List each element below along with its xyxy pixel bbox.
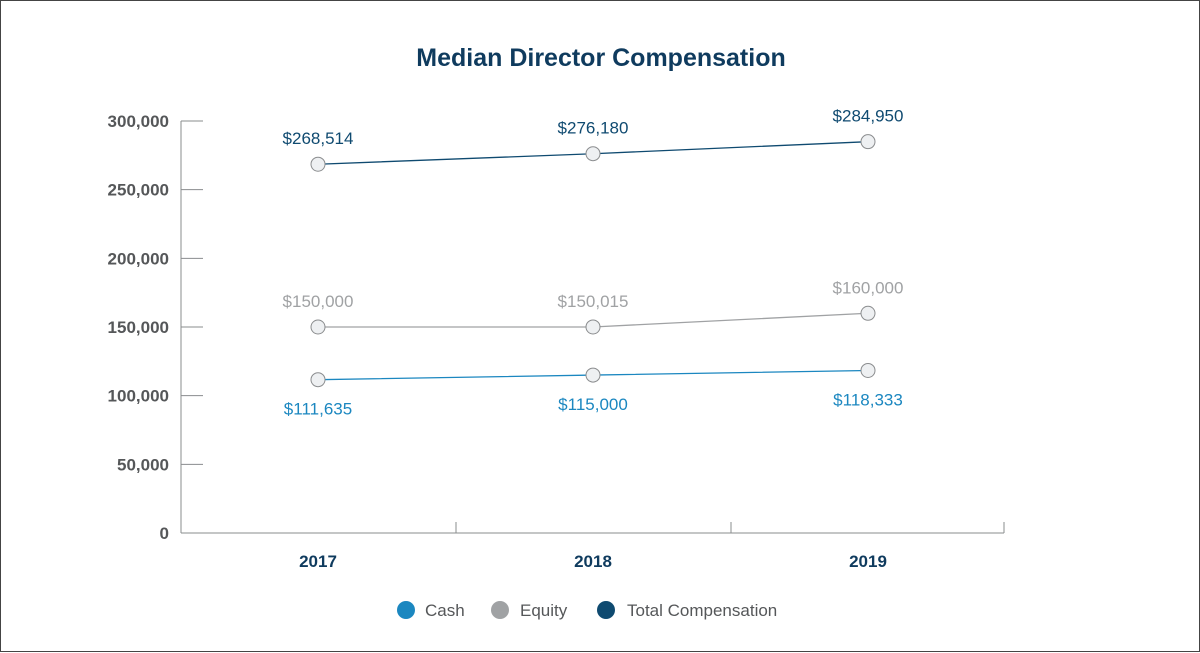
y-tick-label: 150,000 [108,318,169,337]
series-cash: $111,635 $115,000 $118,333 [284,362,903,419]
data-label: $115,000 [558,395,628,414]
x-tick-label: 2018 [574,552,612,571]
data-point [860,362,876,378]
y-tick-label: 50,000 [117,455,169,474]
data-point [585,146,601,162]
legend-marker [491,601,509,619]
data-label: $160,000 [833,278,904,297]
data-label: $118,333 [833,390,903,409]
y-tick-label: 250,000 [108,181,169,200]
series-layer: $111,635 $115,000 $118,333 $150,000 $150,015… [283,107,904,419]
legend-marker [397,601,415,619]
data-point [310,156,326,172]
data-label: $268,514 [283,129,354,148]
series-equity: $150,000 $150,015 $160,000 [283,278,904,335]
legend-label: Total Compensation [627,601,777,620]
y-tick-label: 200,000 [108,249,169,268]
y-tick-label: 300,000 [108,112,169,131]
y-tick-label: 0 [160,524,169,543]
data-point [310,319,326,335]
data-point [860,305,876,321]
data-label: $150,000 [283,292,354,311]
x-tick-label: 2019 [849,552,887,571]
data-point [585,319,601,335]
data-point [860,134,876,150]
data-label: $284,950 [833,107,904,126]
x-tick-label: 2017 [299,552,337,571]
chart-title: Median Director Compensation [416,44,786,72]
data-point [585,367,601,383]
data-label: $276,180 [558,119,629,138]
axes: 0 50,000 100,000 150,000 200,000 250,000 300,0… [108,112,1005,571]
legend-marker [597,601,615,619]
legend-label: Cash [425,601,465,620]
y-tick-label: 100,000 [108,387,169,406]
data-label: $150,015 [558,292,629,311]
legend: Cash Equity Total Compensation [397,601,777,620]
data-point [310,372,326,388]
series-total-compensation: $268,514 $276,180 $284,950 [283,107,904,172]
data-label: $111,635 [284,400,352,419]
legend-label: Equity [520,601,568,620]
